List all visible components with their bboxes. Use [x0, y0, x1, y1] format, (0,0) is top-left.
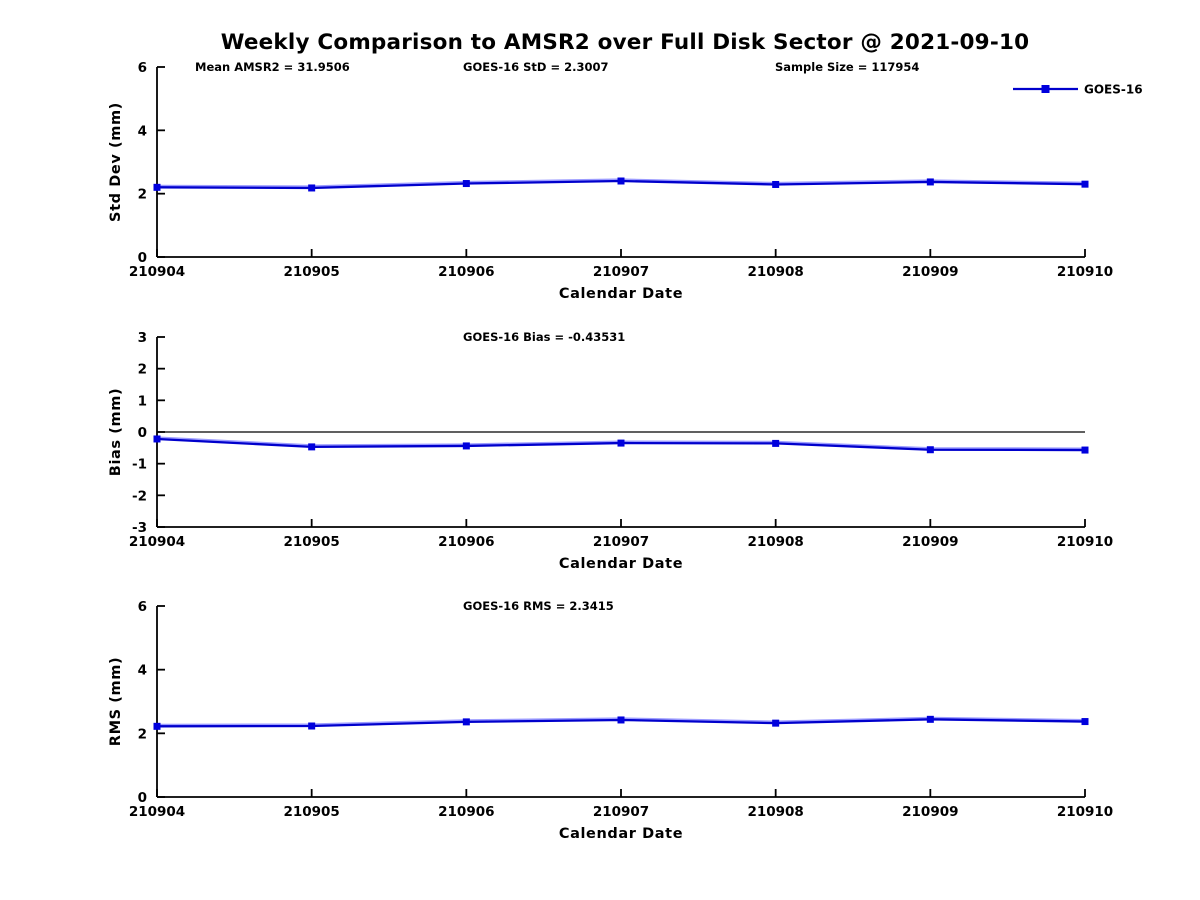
data-point-marker: [772, 439, 780, 447]
x-tick-label: 210907: [593, 804, 649, 820]
y-tick-label: 2: [138, 726, 147, 742]
x-tick-label: 210910: [1057, 804, 1113, 820]
y-tick-label: -2: [132, 488, 147, 504]
legend-marker: [1041, 85, 1050, 93]
x-tick-label: 210904: [129, 264, 185, 280]
stat-annotation: GOES-16 RMS = 2.3415: [463, 599, 614, 613]
subplot-std-dev: 0 2 4 6 210904 210905 210906 210907 210908 210909…: [108, 60, 1143, 302]
y-tick-label: 2: [138, 362, 147, 378]
x-tick-label: 210908: [747, 804, 803, 820]
subplot-bias: -3 -2 -1 0 1 2 3 210904 210905 210906 210907 210908…: [108, 330, 1113, 572]
x-tick-label: 210909: [902, 264, 958, 280]
y-tick-label: 4: [138, 663, 147, 679]
x-tick-label: 210904: [129, 804, 185, 820]
x-tick-label: 210909: [902, 534, 958, 550]
x-tick-label: 210910: [1057, 534, 1113, 550]
y-tick-label: -1: [132, 457, 147, 473]
data-point-marker: [462, 718, 470, 726]
data-point-marker: [772, 719, 780, 727]
x-tick-label: 210904: [129, 534, 185, 550]
x-tick-label: 210907: [593, 534, 649, 550]
data-point-marker: [617, 716, 625, 724]
y-tick-label: 4: [138, 123, 147, 139]
subplot-rms: 0 2 4 6 210904 210905 210906 210907 210908 210909…: [108, 599, 1113, 842]
x-tick-label: 210906: [438, 264, 494, 280]
x-axis-title: Calendar Date: [559, 286, 683, 302]
data-point-marker: [462, 180, 470, 188]
x-tick-label: 210905: [283, 264, 339, 280]
data-point-marker: [617, 177, 625, 185]
data-point-marker: [1081, 446, 1089, 454]
x-tick-label: 210908: [747, 264, 803, 280]
y-axis-title: Std Dev (mm): [108, 102, 124, 222]
data-point-marker: [926, 715, 934, 723]
stat-annotation: Mean AMSR2 = 31.9506: [195, 60, 350, 74]
data-point-marker: [153, 183, 161, 191]
data-point-marker: [617, 439, 625, 447]
data-point-marker: [772, 180, 780, 188]
y-tick-label: 6: [138, 60, 147, 76]
y-tick-label: 2: [138, 187, 147, 203]
x-tick-label: 210906: [438, 534, 494, 550]
y-tick-label: 0: [138, 425, 147, 441]
stat-annotation: Sample Size = 117954: [775, 60, 919, 74]
data-point-marker: [308, 722, 316, 730]
x-tick-label: 210910: [1057, 264, 1113, 280]
x-tick-label: 210909: [902, 804, 958, 820]
stat-annotation: GOES-16 Bias = -0.43531: [463, 330, 625, 344]
data-point-marker: [462, 442, 470, 450]
x-axis-title: Calendar Date: [559, 556, 683, 572]
data-point-marker: [926, 178, 934, 186]
x-tick-label: 210906: [438, 804, 494, 820]
y-tick-label: 0: [138, 250, 147, 266]
x-axis-title: Calendar Date: [559, 826, 683, 842]
data-point-marker: [308, 443, 316, 451]
y-axis-title: Bias (mm): [108, 388, 124, 476]
figure-title: Weekly Comparison to AMSR2 over Full Dis…: [220, 30, 1030, 55]
x-tick-label: 210908: [747, 534, 803, 550]
legend-label: GOES-16: [1084, 83, 1143, 97]
data-point-marker: [153, 722, 161, 730]
data-point-marker: [1081, 718, 1089, 726]
y-tick-label: -3: [132, 520, 147, 536]
y-tick-label: 0: [138, 790, 147, 806]
stat-annotation: GOES-16 StD = 2.3007: [463, 60, 608, 74]
y-tick-label: 3: [138, 330, 147, 346]
data-point-marker: [308, 184, 316, 192]
data-point-marker: [926, 446, 934, 454]
y-axis-title: RMS (mm): [108, 657, 124, 746]
x-tick-label: 210907: [593, 264, 649, 280]
data-point-marker: [1081, 180, 1089, 188]
y-tick-label: 6: [138, 599, 147, 615]
y-tick-label: 1: [138, 393, 147, 409]
data-point-marker: [153, 435, 161, 443]
x-tick-label: 210905: [283, 534, 339, 550]
x-tick-label: 210905: [283, 804, 339, 820]
